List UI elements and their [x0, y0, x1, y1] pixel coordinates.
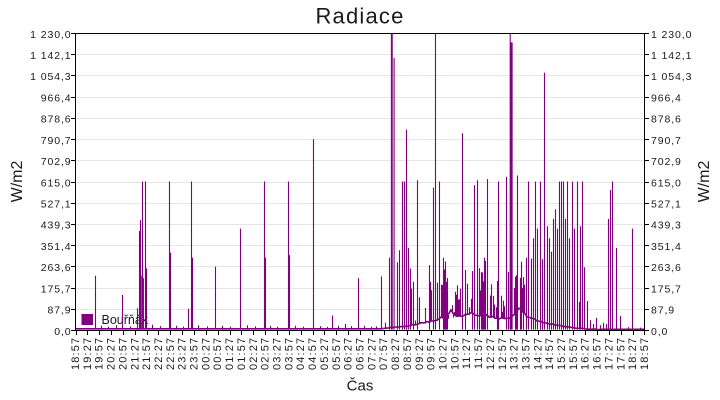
svg-text:01:27: 01:27 [224, 337, 236, 370]
svg-text:09:57: 09:57 [426, 337, 438, 370]
svg-text:1 230,0: 1 230,0 [30, 29, 71, 41]
svg-text:615,0: 615,0 [41, 177, 72, 189]
svg-text:966,4: 966,4 [651, 92, 682, 104]
svg-text:04:27: 04:27 [295, 337, 307, 370]
svg-text:15:27: 15:27 [556, 337, 568, 370]
svg-text:21:57: 21:57 [141, 337, 153, 370]
svg-text:18:57: 18:57 [70, 337, 82, 370]
svg-text:06:27: 06:27 [343, 337, 355, 370]
svg-text:790,7: 790,7 [41, 135, 72, 147]
svg-text:03:57: 03:57 [283, 337, 295, 370]
svg-text:10:57: 10:57 [449, 337, 461, 370]
svg-text:17:27: 17:27 [603, 337, 615, 370]
svg-text:07:27: 07:27 [366, 337, 378, 370]
svg-text:07:57: 07:57 [378, 337, 390, 370]
svg-text:15:57: 15:57 [568, 337, 580, 370]
svg-text:439,3: 439,3 [651, 220, 682, 232]
svg-text:02:27: 02:27 [248, 337, 260, 370]
svg-text:18:27: 18:27 [627, 337, 639, 370]
svg-text:527,1: 527,1 [41, 199, 72, 211]
svg-text:W/m2: W/m2 [9, 161, 26, 203]
svg-text:702,9: 702,9 [41, 156, 72, 168]
svg-text:W/m2: W/m2 [696, 161, 713, 203]
svg-text:13:27: 13:27 [509, 337, 521, 370]
svg-text:05:57: 05:57 [331, 337, 343, 370]
svg-text:Čas: Čas [347, 378, 374, 395]
svg-text:00:27: 00:27 [200, 337, 212, 370]
svg-text:16:57: 16:57 [592, 337, 604, 370]
svg-text:02:57: 02:57 [260, 337, 272, 370]
svg-text:615,0: 615,0 [651, 177, 682, 189]
svg-text:08:27: 08:27 [390, 337, 402, 370]
svg-text:Radiace: Radiace [315, 4, 404, 29]
svg-text:22:27: 22:27 [153, 337, 165, 370]
svg-text:1 230,0: 1 230,0 [651, 29, 692, 41]
svg-text:1 054,3: 1 054,3 [30, 71, 71, 83]
svg-text:351,4: 351,4 [41, 241, 72, 253]
svg-text:23:27: 23:27 [177, 337, 189, 370]
svg-text:13:57: 13:57 [521, 337, 533, 370]
svg-text:18:57: 18:57 [639, 337, 651, 370]
svg-text:175,7: 175,7 [651, 283, 682, 295]
svg-text:790,7: 790,7 [651, 135, 682, 147]
svg-text:22:57: 22:57 [165, 337, 177, 370]
svg-text:87,9: 87,9 [47, 305, 71, 317]
svg-text:0,0: 0,0 [651, 326, 668, 338]
svg-text:87,9: 87,9 [651, 305, 675, 317]
svg-text:702,9: 702,9 [651, 156, 682, 168]
svg-text:966,4: 966,4 [41, 92, 72, 104]
svg-text:11:57: 11:57 [473, 337, 485, 369]
svg-text:03:27: 03:27 [272, 337, 284, 370]
svg-text:12:57: 12:57 [497, 337, 509, 370]
svg-text:878,6: 878,6 [651, 114, 682, 126]
svg-text:09:27: 09:27 [414, 337, 426, 370]
svg-text:01:57: 01:57 [236, 337, 248, 370]
svg-text:16:27: 16:27 [580, 337, 592, 370]
svg-text:11:27: 11:27 [461, 337, 473, 369]
svg-text:1 142,1: 1 142,1 [651, 50, 692, 62]
svg-text:12:27: 12:27 [485, 337, 497, 370]
svg-text:04:57: 04:57 [307, 337, 319, 370]
svg-text:10:27: 10:27 [438, 337, 450, 370]
svg-text:439,3: 439,3 [41, 220, 72, 232]
svg-text:527,1: 527,1 [651, 199, 682, 211]
svg-text:351,4: 351,4 [651, 241, 682, 253]
svg-text:20:27: 20:27 [106, 337, 118, 370]
svg-text:19:57: 19:57 [94, 337, 106, 370]
svg-text:14:27: 14:27 [532, 337, 544, 370]
svg-text:1 142,1: 1 142,1 [30, 50, 71, 62]
svg-text:00:57: 00:57 [212, 337, 224, 370]
svg-text:05:27: 05:27 [319, 337, 331, 370]
svg-text:878,6: 878,6 [41, 114, 72, 126]
svg-text:0,0: 0,0 [54, 326, 71, 338]
svg-text:14:57: 14:57 [544, 337, 556, 370]
svg-text:06:57: 06:57 [355, 337, 367, 370]
svg-text:23:57: 23:57 [189, 337, 201, 370]
svg-text:1 054,3: 1 054,3 [651, 71, 692, 83]
svg-text:263,6: 263,6 [651, 262, 682, 274]
svg-text:08:57: 08:57 [402, 337, 414, 370]
svg-text:20:57: 20:57 [117, 337, 129, 370]
svg-text:19:27: 19:27 [82, 337, 94, 370]
svg-text:263,6: 263,6 [41, 262, 72, 274]
svg-text:21:27: 21:27 [129, 337, 141, 370]
svg-text:175,7: 175,7 [41, 283, 72, 295]
svg-text:17:57: 17:57 [615, 337, 627, 370]
